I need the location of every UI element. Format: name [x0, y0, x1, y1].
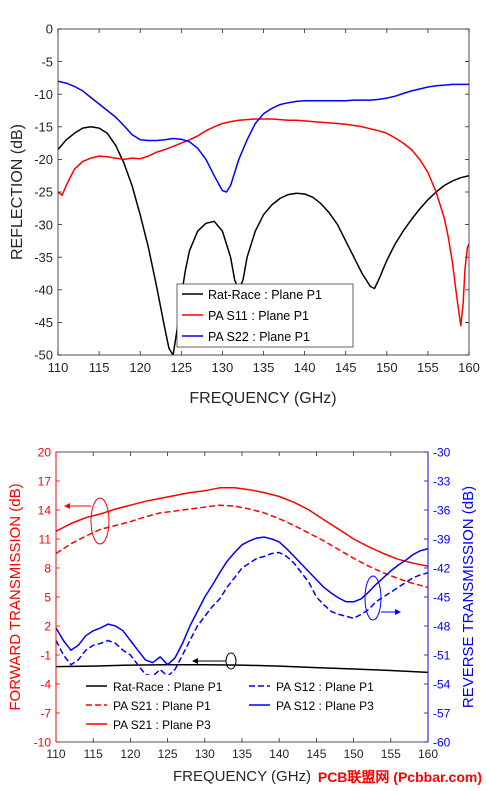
transmission-y-tick-label: 17 — [38, 474, 52, 488]
legend-label-pa-s12-p3: PA S12 : Plane P3 — [276, 699, 374, 713]
transmission-right-y-axis-label: REVERSE TRANSMISSION (dB) — [460, 486, 477, 708]
blue-ellipse-marker — [364, 575, 382, 621]
transmission-y-tick-label: 11 — [39, 532, 52, 546]
legend-label-ratrace: Rat-Race : Plane P1 — [208, 288, 322, 302]
reflection-y-tick-label: -50 — [34, 348, 53, 363]
reflection-x-tick-label: 155 — [417, 360, 439, 375]
transmission-x-tick-label: 140 — [269, 747, 289, 761]
reflection-plot: 110 115 120 125 130 135 140 145 150 155 160 0 -5 -10… — [9, 22, 480, 407]
transmission-y-tick-label: 14 — [38, 503, 52, 517]
transmission-y2-tick-label: -60 — [433, 735, 451, 749]
legend-label-pa-s22: PA S22 : Plane P1 — [208, 330, 310, 344]
transmission-y-tick-label: 2 — [44, 619, 51, 633]
reflection-x-tick-label: 150 — [376, 360, 398, 375]
legend-label-ratrace-2: Rat-Race : Plane P1 — [113, 680, 223, 694]
transmission-series-rat-race-plane-p1 — [56, 663, 428, 674]
transmission-y-tick-label: 20 — [38, 445, 52, 459]
reflection-x-tick-label: 145 — [335, 360, 357, 375]
reflection-y-tick-label: -45 — [34, 315, 53, 330]
blue-arrowhead — [395, 609, 401, 615]
transmission-y-tick-label: -7 — [40, 706, 51, 720]
transmission-left-y-axis-label: FORWARD TRANSMISSION (dB) — [7, 483, 24, 710]
reflection-y-ticks: 0 -5 -10 -15 -20 -25 -30 -35 -40 -45 -50 — [34, 22, 469, 363]
reflection-y-axis-label: REFLECTION (dB) — [9, 124, 26, 260]
transmission-series-pa-s21-plane-p3 — [56, 487, 428, 567]
transmission-x-tick-label: 155 — [381, 747, 401, 761]
transmission-x-tick-label: 145 — [306, 747, 326, 761]
red-arrowhead — [64, 503, 70, 509]
reflection-x-tick-label: 120 — [129, 360, 151, 375]
reflection-y-tick-label: -5 — [41, 54, 53, 69]
transmission-right-y-ticks: -30 -33 -36 -39 -42 -45 -48 -51 -54 -57 -60 — [55, 445, 451, 749]
transmission-x-tick-label: 115 — [84, 747, 103, 761]
watermark: PCB联盟网 (Pcbbar.com) — [318, 769, 482, 785]
red-curves-annotation — [64, 497, 110, 545]
legend-label-pa-s12-p1: PA S12 : Plane P1 — [276, 680, 374, 694]
transmission-y-tick-label: -10 — [34, 735, 52, 749]
transmission-y2-tick-label: -39 — [433, 532, 451, 546]
transmission-y2-tick-label: -54 — [433, 677, 451, 691]
blue-curves-annotation — [364, 575, 401, 621]
legend-label-pa-s21-p1: PA S21 : Plane P1 — [113, 699, 211, 713]
transmission-x-tick-label: 110 — [46, 747, 65, 761]
transmission-series-pa-s21-plane-p1-dashed — [56, 504, 428, 589]
transmission-y2-tick-label: -30 — [433, 445, 451, 459]
reflection-x-tick-label: 135 — [253, 360, 275, 375]
transmission-y2-tick-label: -51 — [433, 648, 451, 662]
transmission-y-tick-label: 5 — [44, 590, 51, 604]
transmission-y2-tick-label: -42 — [433, 561, 451, 575]
reflection-x-tick-label: 125 — [170, 360, 192, 375]
legend-label-pa-s21-p3: PA S21 : Plane P3 — [113, 718, 211, 732]
reflection-x-tick-label: 115 — [89, 360, 110, 375]
reflection-series-group — [58, 80, 469, 355]
reflection-x-tick-label: 110 — [48, 360, 69, 375]
transmission-series-pa-s12-plane-p1-dashed — [56, 551, 428, 678]
transmission-x-tick-label: 125 — [158, 747, 178, 761]
black-arrowhead — [192, 658, 198, 664]
reflection-y-tick-label: -30 — [34, 217, 53, 232]
transmission-x-tick-label: 160 — [418, 747, 438, 761]
transmission-x-tick-label: 120 — [120, 747, 140, 761]
reflection-y-tick-label: -25 — [34, 185, 53, 200]
transmission-x-axis-label: FREQUENCY (GHz) — [173, 768, 311, 785]
transmission-series-group — [56, 487, 428, 678]
transmission-y-tick-label: -4 — [40, 677, 51, 691]
transmission-legend: Rat-Race : Plane P1 PA S21 : Plane P1 PA… — [80, 675, 410, 734]
transmission-plot: 110 115 120 125 130 135 140 145 150 155 160 201714… — [7, 445, 477, 785]
transmission-y2-tick-label: -45 — [433, 590, 451, 604]
transmission-y-tick-label: -1 — [40, 648, 51, 662]
transmission-y2-tick-label: -48 — [433, 619, 451, 633]
transmission-y2-tick-label: -36 — [433, 503, 451, 517]
transmission-y2-tick-label: -33 — [433, 474, 451, 488]
reflection-y-tick-label: -10 — [34, 87, 53, 102]
black-curve-annotation — [192, 652, 237, 670]
red-ellipse-marker — [90, 497, 110, 545]
transmission-x-tick-label: 135 — [232, 747, 252, 761]
reflection-x-tick-label: 160 — [458, 360, 480, 375]
legend-label-pa-s11: PA S11 : Plane P1 — [208, 309, 309, 323]
reflection-x-axis-label: FREQUENCY (GHz) — [189, 390, 336, 407]
reflection-series-pa-s11-plane-p1 — [58, 118, 469, 327]
reflection-x-ticks: 110 115 120 125 130 135 140 145 150 155 160 — [48, 29, 480, 375]
reflection-legend: Rat-Race : Plane P1 PA S11 : Plane P1 PA… — [176, 283, 354, 348]
reflection-series-pa-s22-plane-p1 — [58, 80, 469, 193]
transmission-y2-tick-label: -57 — [433, 706, 451, 720]
reflection-y-tick-label: 0 — [46, 22, 53, 37]
transmission-x-tick-label: 150 — [344, 747, 364, 761]
reflection-series-rat-race-plane-p1 — [58, 126, 469, 355]
transmission-left-y-ticks: 20 17 14 11 8 5 2 -1 -4 -7 -10 — [34, 445, 60, 749]
reflection-legend-box — [176, 283, 354, 348]
transmission-series-pa-s12-plane-p3 — [56, 536, 428, 666]
reflection-y-tick-label: -35 — [34, 250, 53, 265]
transmission-x-tick-label: 130 — [195, 747, 215, 761]
reflection-y-tick-label: -40 — [34, 282, 53, 297]
reflection-y-tick-label: -15 — [34, 119, 53, 134]
reflection-x-tick-label: 130 — [212, 360, 234, 375]
reflection-x-tick-label: 140 — [294, 360, 316, 375]
reflection-y-tick-label: -20 — [34, 152, 53, 167]
transmission-legend-box — [80, 675, 410, 734]
transmission-y-tick-label: 8 — [44, 561, 51, 575]
